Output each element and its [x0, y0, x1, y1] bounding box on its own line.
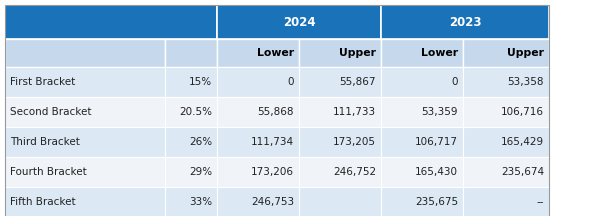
Text: 173,205: 173,205: [333, 137, 376, 147]
Text: 173,206: 173,206: [251, 167, 294, 177]
Text: 111,733: 111,733: [333, 107, 376, 117]
Bar: [463, 39, 549, 67]
Bar: [299, 187, 381, 216]
Text: 165,430: 165,430: [415, 167, 458, 177]
Text: 29%: 29%: [189, 167, 212, 177]
Text: 55,867: 55,867: [339, 77, 376, 87]
Text: 2024: 2024: [283, 16, 315, 29]
Bar: [5, 39, 165, 67]
Bar: [381, 67, 463, 97]
Bar: [381, 157, 463, 187]
Bar: [5, 187, 165, 216]
Text: First Bracket: First Bracket: [10, 77, 76, 87]
Bar: [5, 127, 165, 157]
Text: Second Bracket: Second Bracket: [10, 107, 91, 117]
Text: Third Bracket: Third Bracket: [10, 137, 80, 147]
Text: 246,752: 246,752: [333, 167, 376, 177]
Text: 106,717: 106,717: [415, 137, 458, 147]
Bar: [381, 187, 463, 216]
Bar: [5, 157, 165, 187]
Text: 53,358: 53,358: [507, 77, 544, 87]
Bar: [165, 39, 217, 67]
Text: 20.5%: 20.5%: [179, 107, 212, 117]
Bar: [165, 157, 217, 187]
Text: 26%: 26%: [189, 137, 212, 147]
Text: 15%: 15%: [189, 77, 212, 87]
Bar: [217, 157, 299, 187]
Bar: [299, 127, 381, 157]
Bar: [299, 39, 381, 67]
Bar: [463, 157, 549, 187]
Bar: [463, 127, 549, 157]
Bar: [217, 39, 299, 67]
Bar: [463, 97, 549, 127]
Bar: [381, 5, 549, 39]
Bar: [5, 67, 165, 97]
Bar: [217, 97, 299, 127]
Bar: [165, 187, 217, 216]
Text: 33%: 33%: [189, 197, 212, 207]
Text: 55,868: 55,868: [257, 107, 294, 117]
Text: Upper: Upper: [339, 48, 376, 58]
Bar: [217, 187, 299, 216]
Text: Upper: Upper: [507, 48, 544, 58]
Bar: [217, 67, 299, 97]
Bar: [381, 127, 463, 157]
Bar: [165, 67, 217, 97]
Bar: [5, 97, 165, 127]
Text: --: --: [536, 197, 544, 207]
Bar: [5, 5, 217, 39]
Bar: [217, 5, 381, 39]
Text: Lower: Lower: [257, 48, 294, 58]
Bar: [463, 67, 549, 97]
Bar: [165, 127, 217, 157]
Text: 235,674: 235,674: [501, 167, 544, 177]
Bar: [463, 187, 549, 216]
Text: Fifth Bracket: Fifth Bracket: [10, 197, 76, 207]
Text: 246,753: 246,753: [251, 197, 294, 207]
Text: 53,359: 53,359: [422, 107, 458, 117]
Bar: [299, 97, 381, 127]
Text: 2023: 2023: [449, 16, 481, 29]
Bar: [381, 39, 463, 67]
Text: 165,429: 165,429: [501, 137, 544, 147]
Bar: [217, 127, 299, 157]
Text: 0: 0: [452, 77, 458, 87]
Text: Lower: Lower: [421, 48, 458, 58]
Text: 0: 0: [288, 77, 294, 87]
Bar: [299, 67, 381, 97]
Text: Fourth Bracket: Fourth Bracket: [10, 167, 87, 177]
Bar: [299, 157, 381, 187]
Bar: [165, 97, 217, 127]
Text: 106,716: 106,716: [501, 107, 544, 117]
Text: 235,675: 235,675: [415, 197, 458, 207]
Bar: [381, 97, 463, 127]
Text: 111,734: 111,734: [251, 137, 294, 147]
